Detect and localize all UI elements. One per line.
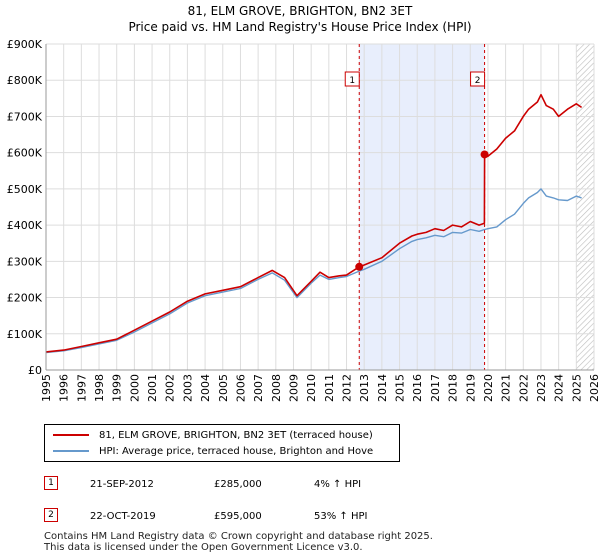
footer: Contains HM Land Registry data © Crown c… bbox=[44, 531, 433, 553]
y-tick-label: £600K bbox=[7, 147, 43, 160]
y-tick-label: £900K bbox=[7, 38, 43, 51]
x-tick-label: 1998 bbox=[93, 374, 106, 402]
series-line-property bbox=[45, 93, 583, 353]
legend-item-property: 81, ELM GROVE, BRIGHTON, BN2 3ET (terrac… bbox=[53, 428, 373, 444]
y-tick-label: £300K bbox=[7, 255, 43, 268]
x-tick-label: 2024 bbox=[553, 374, 566, 402]
x-tick-label: 2021 bbox=[500, 374, 513, 402]
x-tick-label: 2026 bbox=[588, 374, 600, 402]
sale-number-badge: 1 bbox=[44, 476, 58, 490]
chart-title: 81, ELM GROVE, BRIGHTON, BN2 3ET bbox=[187, 4, 413, 18]
sale-hpi-change: 4% ↑ HPI bbox=[314, 479, 362, 490]
y-tick-label: £700K bbox=[7, 110, 43, 123]
sale-1-point bbox=[355, 262, 364, 271]
price-chart: 1 2 £0 £100K £200K £300K £400K £500K £600K £700K… bbox=[7, 38, 600, 402]
holding-period-shade bbox=[359, 44, 485, 370]
y-tick-label: £0 bbox=[28, 364, 42, 377]
x-tick-label: 2015 bbox=[394, 374, 407, 402]
legend-label-hpi: HPI: Average price, terraced house, Brig… bbox=[99, 446, 374, 457]
x-tick-label: 2007 bbox=[252, 374, 265, 402]
x-tick-label: 2016 bbox=[411, 374, 424, 402]
x-tick-label: 2009 bbox=[288, 374, 301, 402]
x-tick-label: 2023 bbox=[535, 374, 548, 402]
y-tick-label: £400K bbox=[7, 219, 43, 232]
legend: 81, ELM GROVE, BRIGHTON, BN2 3ET (terrac… bbox=[44, 424, 400, 462]
x-tick-label: 2004 bbox=[199, 374, 212, 402]
x-tick-label: 2022 bbox=[517, 374, 530, 402]
sale-hpi-change: 53% ↑ HPI bbox=[314, 511, 368, 522]
legend-swatch-property bbox=[53, 434, 89, 436]
legend-swatch-hpi bbox=[53, 450, 89, 452]
y-tick-label: £200K bbox=[7, 292, 43, 305]
x-tick-label: 2005 bbox=[217, 374, 230, 402]
x-tick-label: 2019 bbox=[464, 374, 477, 402]
x-tick-label: 2000 bbox=[128, 374, 141, 402]
x-tick-label: 2011 bbox=[323, 374, 336, 402]
legend-item-hpi: HPI: Average price, terraced house, Brig… bbox=[53, 444, 373, 460]
x-tick-label: 2001 bbox=[146, 374, 159, 402]
x-tick-label: 2012 bbox=[341, 374, 354, 402]
y-tick-label: £100K bbox=[7, 328, 43, 341]
x-tick-label: 2003 bbox=[181, 374, 194, 402]
x-tick-label: 2006 bbox=[235, 374, 248, 402]
x-tick-label: 2008 bbox=[270, 374, 283, 402]
footer-licence: This data is licensed under the Open Gov… bbox=[44, 542, 363, 553]
sale-date: 21-SEP-2012 bbox=[90, 479, 154, 490]
sale-2-label: 2 bbox=[475, 76, 481, 86]
x-tick-label: 1996 bbox=[58, 374, 71, 402]
footer-copyright: Contains HM Land Registry data © Crown c… bbox=[44, 531, 433, 542]
x-tick-label: 2025 bbox=[570, 374, 583, 402]
x-tick-label: 1999 bbox=[111, 374, 124, 402]
sale-price: £285,000 bbox=[214, 479, 262, 490]
x-tick-label: 2020 bbox=[482, 374, 495, 402]
y-tick-label: £800K bbox=[7, 74, 43, 87]
sale-1-label-box bbox=[344, 71, 360, 87]
sale-date: 22-OCT-2019 bbox=[90, 511, 156, 522]
sale-price: £595,000 bbox=[214, 511, 262, 522]
y-tick-label: £500K bbox=[7, 183, 43, 196]
x-tick-label: 1997 bbox=[75, 374, 88, 402]
sale-number-badge: 2 bbox=[44, 508, 58, 522]
legend-label-property: 81, ELM GROVE, BRIGHTON, BN2 3ET (terrac… bbox=[99, 430, 373, 441]
x-tick-label: 2014 bbox=[376, 374, 389, 402]
x-tick-label: 2018 bbox=[447, 374, 460, 402]
series-line-hpi bbox=[45, 188, 582, 354]
x-tick-label: 1995 bbox=[40, 374, 53, 402]
x-tick-label: 2002 bbox=[164, 374, 177, 402]
x-tick-label: 2013 bbox=[358, 374, 371, 402]
sale-2-point bbox=[480, 150, 489, 159]
x-tick-label: 2010 bbox=[305, 374, 318, 402]
future-hatch bbox=[576, 44, 594, 370]
chart-subtitle: Price paid vs. HM Land Registry's House … bbox=[128, 20, 472, 34]
sale-1-label: 1 bbox=[349, 76, 355, 86]
x-tick-label: 2017 bbox=[429, 374, 442, 402]
sale-2-label-box bbox=[470, 71, 486, 87]
